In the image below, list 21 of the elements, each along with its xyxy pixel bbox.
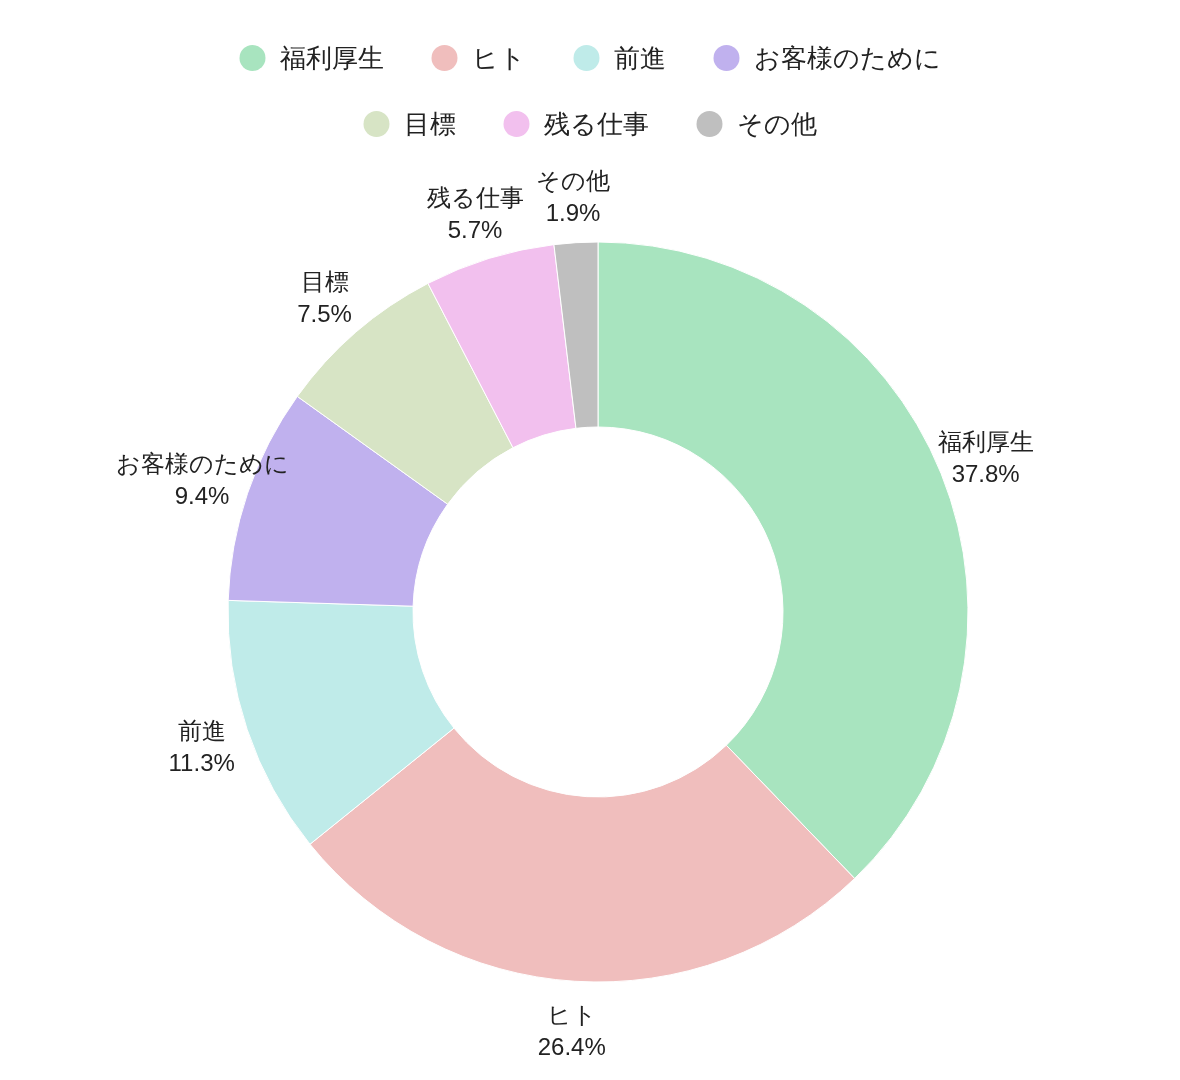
legend-label: その他 (736, 109, 817, 139)
slice-label: お客様のために (115, 449, 289, 477)
legend-label: 前進 (613, 43, 666, 73)
slice-label: 前進 (177, 716, 226, 744)
data-label: 11.3% (168, 748, 235, 776)
data-label: 9.4% (174, 481, 230, 509)
data-label: 7.5% (297, 299, 352, 327)
legend-label: 残る仕事 (543, 109, 649, 139)
data-label: 5.7% (447, 216, 503, 244)
legend-label: お客様のために (753, 43, 941, 73)
data-label: 37.8% (951, 459, 1020, 487)
data-label: 26.4% (537, 1033, 606, 1061)
slice-label: ヒト (546, 1001, 597, 1029)
legend-label: 福利厚生 (279, 43, 384, 73)
slice-label: 残る仕事 (426, 184, 524, 212)
slice-label: 目標 (300, 267, 349, 295)
data-label: 1.9% (545, 198, 601, 226)
legend-label: ヒト (471, 43, 526, 73)
slice-label: その他 (536, 166, 611, 194)
slice-label: 福利厚生 (937, 427, 1034, 455)
legend-label: 目標 (403, 109, 456, 139)
